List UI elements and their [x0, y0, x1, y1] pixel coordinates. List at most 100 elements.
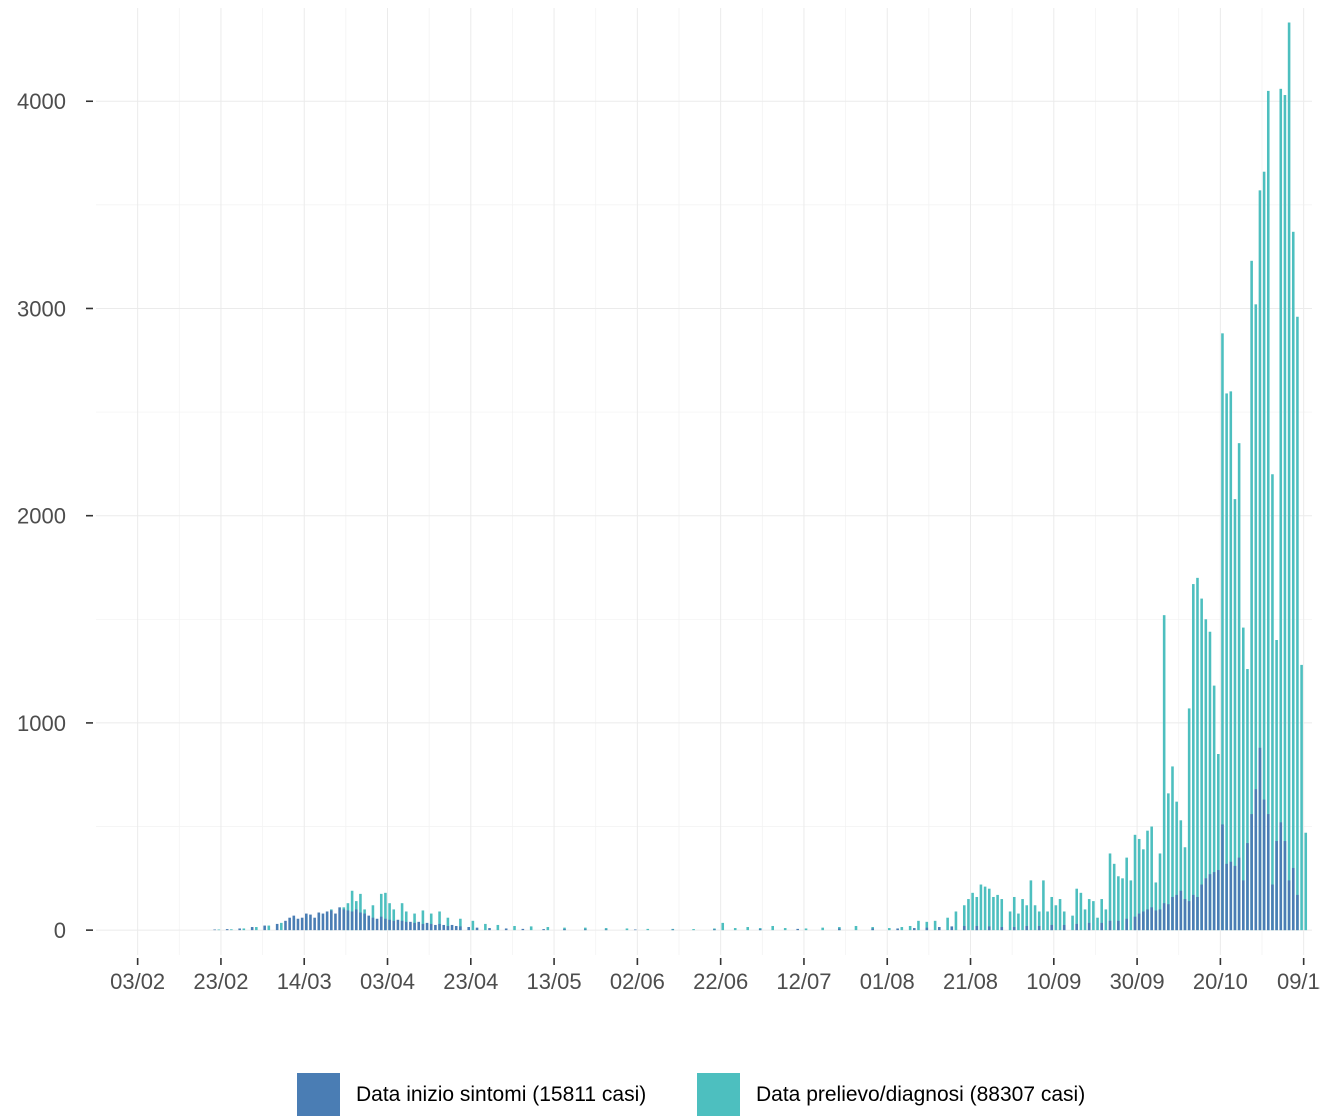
bar: [1183, 899, 1187, 931]
bar: [1221, 824, 1224, 931]
bar: [330, 910, 333, 931]
bar: [325, 911, 329, 931]
bar: [1062, 911, 1066, 931]
bar: [1237, 443, 1241, 931]
bar: [1212, 685, 1216, 931]
bar: [1025, 925, 1029, 931]
major-gridlines-x: [137, 8, 1305, 955]
bar: [438, 923, 441, 931]
bar: [546, 927, 550, 931]
y-tick-label: 1000: [17, 711, 66, 736]
bar: [1258, 747, 1262, 931]
bar: [1279, 88, 1283, 931]
bar: [1300, 664, 1303, 931]
bar: [1204, 619, 1208, 931]
bar: [1133, 834, 1137, 931]
bar: [488, 928, 491, 931]
bar: [1196, 896, 1199, 931]
bar: [671, 929, 675, 931]
bar: [1071, 915, 1074, 931]
bar: [350, 890, 354, 931]
bar: [838, 928, 841, 931]
bar: [296, 918, 300, 931]
bar: [1250, 260, 1253, 931]
bar: [242, 928, 246, 931]
bar: [317, 912, 321, 931]
bar: [1058, 899, 1062, 931]
bar: [1192, 584, 1195, 931]
bar: [334, 913, 337, 931]
bar: [771, 925, 774, 931]
bar: [1266, 814, 1270, 931]
bar: [584, 929, 587, 931]
bar: [1029, 880, 1033, 931]
bar: [346, 910, 350, 931]
bar: [446, 925, 450, 931]
legend-item-sample-diagnosis: Data prelievo/diagnosi (88307 casi): [697, 1072, 1085, 1117]
bar: [342, 909, 346, 931]
x-tick-label: 10/09: [1026, 969, 1081, 994]
bar: [225, 929, 229, 931]
bar: [1046, 911, 1049, 931]
bar: [1275, 640, 1278, 931]
bar: [1142, 849, 1145, 931]
bar: [1162, 615, 1166, 931]
bar: [967, 899, 970, 931]
bar: [475, 927, 479, 931]
bar: [1221, 333, 1224, 931]
bar: [392, 920, 396, 931]
bar: [417, 921, 421, 931]
bar: [746, 927, 750, 931]
bar: [946, 917, 949, 931]
bar: [450, 924, 454, 931]
bar: [1079, 892, 1083, 931]
bar: [409, 921, 412, 931]
bar: [396, 919, 400, 931]
bar: [987, 926, 991, 931]
bar: [563, 927, 566, 931]
bar: [625, 928, 629, 931]
bar: [950, 926, 954, 931]
bar: [900, 927, 904, 931]
bar: [1208, 874, 1212, 931]
bar: [1187, 708, 1191, 931]
bar: [1092, 901, 1095, 931]
bar: [1137, 913, 1141, 931]
bar: [1266, 90, 1270, 931]
bar: [604, 929, 608, 931]
bar: [854, 925, 858, 931]
x-tick-label: 30/09: [1110, 969, 1165, 994]
bar: [338, 907, 341, 931]
y-tick-label: 2000: [17, 504, 66, 529]
bar: [1108, 853, 1112, 931]
x-tick-label: 21/08: [943, 969, 998, 994]
bar: [1125, 918, 1128, 931]
bar: [1171, 896, 1174, 931]
bar: [1158, 909, 1162, 931]
bar: [992, 896, 995, 931]
bar: [392, 909, 396, 931]
bar: [1225, 393, 1228, 931]
y-tick-label: 0: [54, 918, 66, 943]
bar: [213, 929, 216, 931]
y-tick-label: 3000: [17, 296, 66, 321]
bar: [1017, 913, 1020, 931]
bar: [1296, 894, 1299, 931]
bar: [446, 917, 450, 931]
bar: [280, 922, 283, 931]
bars-layer: [213, 22, 1308, 931]
bar: [1167, 793, 1170, 931]
bar: [1237, 857, 1241, 931]
legend: Data inizio sintomi (15811 casi) Data pr…: [0, 1072, 1320, 1117]
bar: [1075, 888, 1078, 931]
bar: [896, 928, 899, 931]
bar: [1179, 820, 1183, 931]
bar: [1242, 627, 1245, 931]
bar: [1037, 925, 1041, 931]
x-tick-label: 02/06: [610, 969, 665, 994]
bar: [1100, 922, 1103, 931]
bar: [371, 917, 375, 931]
bar: [1100, 899, 1103, 931]
bar: [513, 925, 516, 931]
bar: [1283, 841, 1287, 931]
